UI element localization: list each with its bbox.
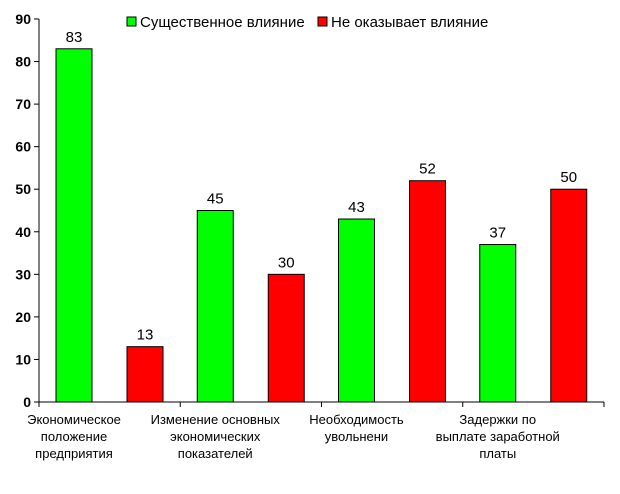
bar-significant (55, 48, 93, 403)
bar-no-influence (409, 180, 446, 403)
axes: 0 10 20 30 40 50 60 70 80 90 (15, 11, 605, 410)
bar-no-influence (550, 188, 588, 403)
y-tick-label: 20 (15, 309, 31, 325)
legend-label: Не оказывает влияние (331, 14, 488, 31)
y-tick-label: 90 (15, 11, 31, 27)
legend: Существенное влияние Не оказывает влияние (126, 14, 488, 31)
data-labels: 83 13 45 30 43 52 37 50 (66, 29, 577, 344)
y-tick-label: 70 (15, 96, 31, 112)
legend-swatch (126, 16, 137, 27)
legend-swatch (317, 16, 328, 27)
data-label: 50 (560, 169, 577, 186)
data-label: 45 (207, 191, 224, 208)
bars (55, 48, 588, 403)
legend-label: Существенное влияние (140, 14, 305, 31)
x-tick-label: Необходимость увольнени (309, 412, 404, 444)
y-tick-label: 80 (15, 54, 31, 70)
y-tick-label: 60 (15, 139, 31, 155)
bar-no-influence (267, 273, 305, 403)
data-label: 83 (66, 29, 83, 46)
data-label: 37 (489, 225, 506, 242)
bar-significant (479, 244, 517, 403)
bar-significant (196, 210, 234, 403)
y-tick-label: 10 (15, 351, 31, 367)
y-tick-label: 30 (15, 266, 31, 282)
y-tick-label: 50 (15, 181, 31, 197)
x-tick-label: Изменение основных экономических показат… (150, 412, 280, 461)
y-tick-label: 0 (23, 394, 31, 410)
y-tick-label: 40 (15, 224, 31, 240)
bar-no-influence (126, 346, 164, 403)
data-label: 30 (278, 254, 295, 271)
x-tick-label: Задержки по выплате заработной платы (435, 412, 560, 461)
data-label: 43 (348, 199, 365, 216)
data-label: 52 (419, 161, 436, 178)
bar-significant (338, 218, 375, 403)
data-label: 13 (137, 327, 154, 344)
x-tick-label: Экономическое положение предприятия (27, 412, 121, 461)
